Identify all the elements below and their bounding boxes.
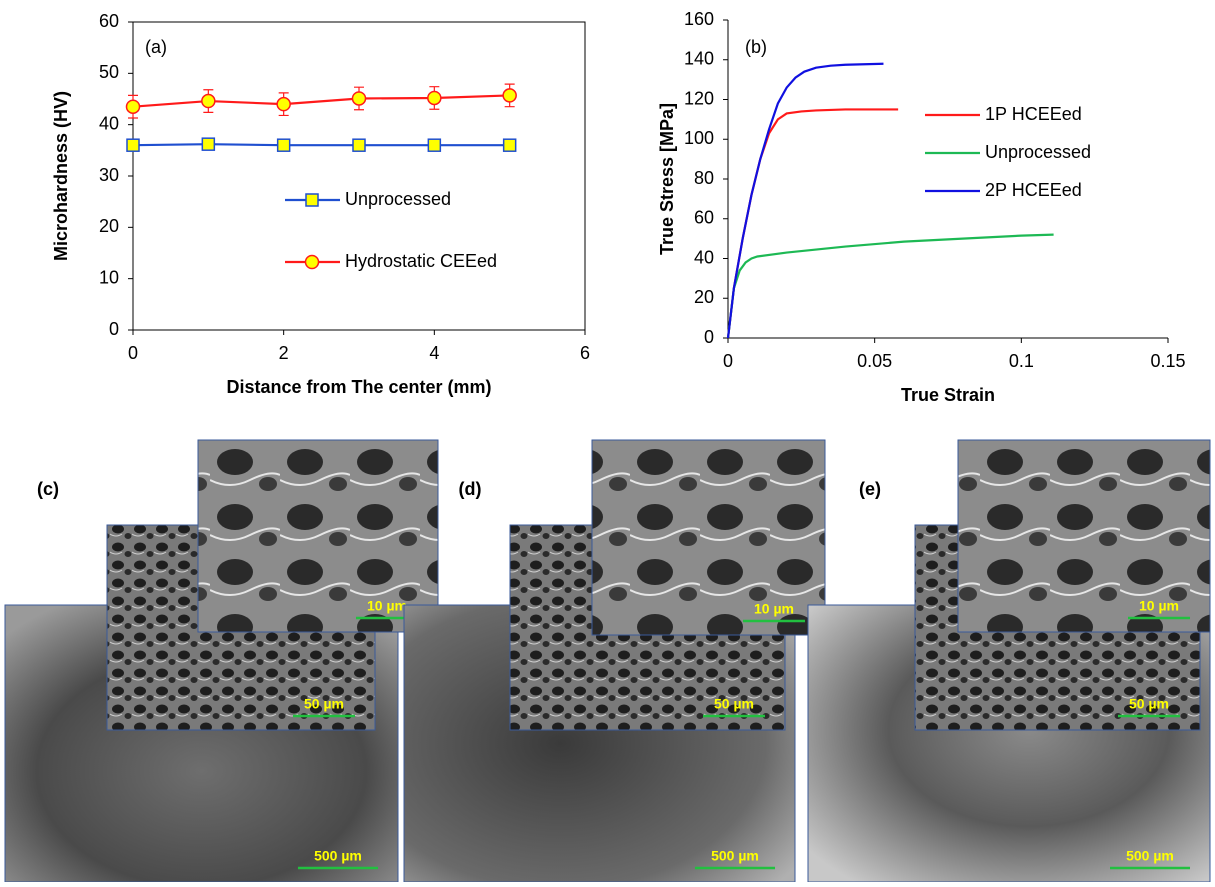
series-line [133,144,510,145]
panel-label: (d) [459,479,482,499]
y-tick-label: 40 [99,113,119,133]
y-tick-label: 80 [694,168,714,188]
scale-bar-label: 50 µm [714,696,754,712]
legend-marker [306,256,319,269]
scale-bar-label: 50 µm [304,696,344,712]
marker [504,139,516,151]
y-tick-label: 120 [684,88,714,108]
series-line [728,235,1054,338]
scale-bar-label: 10 µm [1139,598,1179,614]
marker [127,139,139,151]
marker [202,95,215,108]
legend-label: Unprocessed [985,142,1091,162]
panel-label: (a) [145,37,167,57]
marker [503,89,516,102]
legend-label: Unprocessed [345,189,451,209]
y-tick-label: 40 [694,247,714,267]
y-tick-label: 60 [99,11,119,31]
scale-bar-label: 500 µm [314,848,362,864]
legend-marker [306,194,318,206]
y-tick-label: 50 [99,62,119,82]
y-tick-label: 20 [99,216,119,236]
y-axis-title: Microhardness (HV) [51,91,71,261]
series-line [728,64,883,338]
marker [278,139,290,151]
y-tick-label: 0 [704,327,714,347]
y-tick-label: 60 [694,208,714,228]
y-tick-label: 160 [684,9,714,29]
scale-bar-label: 50 µm [1129,696,1169,712]
marker [127,100,140,113]
legend-label: 2P HCEEed [985,180,1082,200]
marker [277,98,290,111]
marker [353,139,365,151]
panel-label: (c) [37,479,59,499]
x-tick-label: 2 [279,343,289,363]
marker [428,91,441,104]
x-tick-label: 6 [580,343,590,363]
figure: 0 10 20 30 40 50 60 0 2 4 6 Distance from The cente… [0,0,1215,882]
x-tick-label: 0.1 [1009,351,1034,371]
x-tick-label: 0 [128,343,138,363]
x-axis-title: Distance from The center (mm) [226,377,491,397]
y-tick-label: 100 [684,128,714,148]
x-tick-label: 4 [429,343,439,363]
y-axis-title: True Stress [MPa] [657,103,677,255]
y-tick-label: 0 [109,319,119,339]
x-tick-label: 0.15 [1150,351,1185,371]
x-axis-title: True Strain [901,385,995,405]
legend-label: 1P HCEEed [985,104,1082,124]
x-tick-label: 0.05 [857,351,892,371]
marker [428,139,440,151]
series-line [728,109,898,338]
scale-bar-label: 500 µm [1126,848,1174,864]
y-tick-label: 20 [694,287,714,307]
y-tick-label: 10 [99,267,119,287]
y-tick-label: 140 [684,49,714,69]
y-tick-label: 30 [99,165,119,185]
scale-bar-label: 500 µm [711,848,759,864]
scale-bar-label: 10 µm [754,601,794,617]
scale-bar-label: 10 µm [367,598,407,614]
x-tick-label: 0 [723,351,733,371]
series-line [133,95,510,106]
marker [353,92,366,105]
panel-label: (e) [859,479,881,499]
panel-label: (b) [745,37,767,57]
legend-label: Hydrostatic CEEed [345,251,497,271]
plot-frame [133,22,585,330]
marker [202,138,214,150]
